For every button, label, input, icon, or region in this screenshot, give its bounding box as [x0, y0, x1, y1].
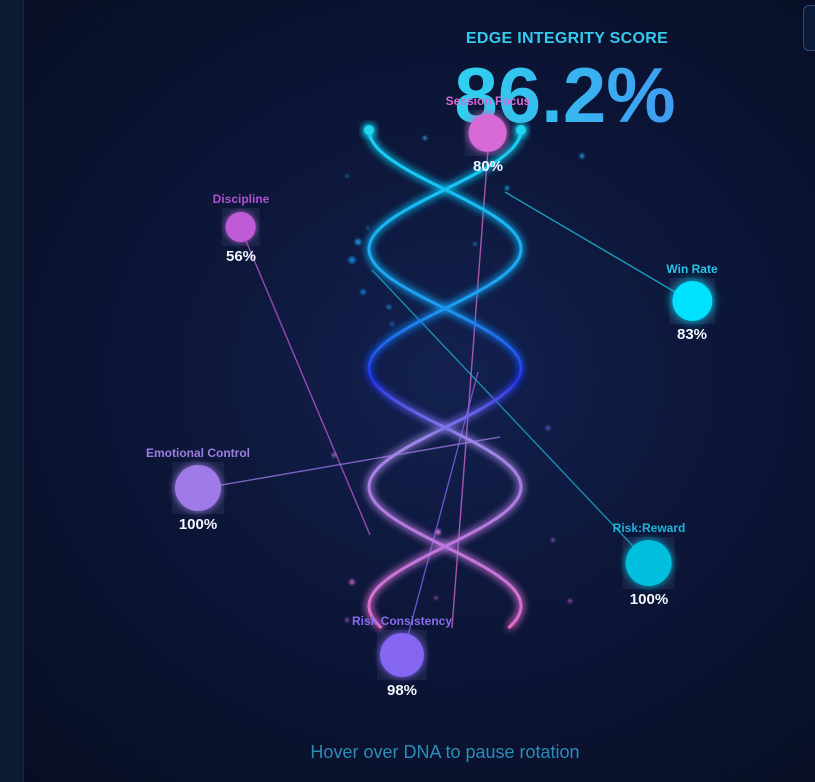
particle-dot [360, 289, 366, 295]
metric-orb-icon [468, 114, 507, 152]
particle-dot [386, 304, 392, 310]
metric-label: Emotional Control [146, 446, 250, 460]
particle-dot [355, 239, 361, 245]
particle-dot [345, 174, 349, 178]
connector-win-rate [504, 191, 693, 303]
metric-value: 56% [225, 248, 257, 265]
rotation-hint-text: Hover over DNA to pause rotation [310, 742, 580, 762]
metric-orb-icon [671, 281, 712, 321]
particle-dot [348, 256, 356, 264]
particle-dot [332, 453, 336, 457]
particle-dot [423, 136, 427, 140]
metric-label: Risk:Reward [612, 521, 686, 535]
particle-dot [345, 618, 349, 622]
metric-label: Discipline [212, 192, 270, 206]
dna-strand-b[interactable] [367, 129, 523, 630]
metric-node-session-focus[interactable]: Session Focus 80% [446, 94, 531, 175]
particle-dot [568, 599, 572, 603]
particle-dot [473, 242, 477, 246]
metric-label: Win Rate [666, 262, 718, 276]
metric-orb-frame [222, 208, 260, 246]
metric-value: 83% [676, 326, 708, 343]
edge-integrity-score-label: EDGE INTEGRITY SCORE [465, 30, 669, 47]
dna-strands[interactable] [364, 125, 526, 630]
metric-value: 98% [386, 682, 418, 699]
connector-discipline [240, 228, 371, 536]
floating-particles [332, 136, 585, 622]
dna-strand-a[interactable] [367, 129, 523, 630]
metric-node-risk-reward[interactable]: Risk:Reward 100% [613, 521, 686, 608]
metric-value: 100% [629, 591, 669, 608]
metric-orb-icon [625, 540, 672, 586]
connector-session-focus [451, 149, 489, 629]
strand-end-cap-left [364, 125, 374, 135]
metric-orb-icon [175, 465, 221, 511]
metric-orb-icon [379, 633, 424, 677]
particle-dot [545, 425, 551, 431]
metric-orb-icon [226, 212, 256, 242]
particle-dot [366, 226, 370, 230]
metric-orb-frame [668, 278, 715, 324]
particle-dot [349, 579, 355, 585]
particle-dot [579, 153, 585, 159]
metric-label: Session Focus [445, 94, 531, 108]
metric-node-risk-consistency[interactable]: Risk Consistency 98% [352, 614, 452, 699]
particle-dot [551, 538, 555, 542]
particle-dot [435, 529, 441, 535]
metric-connector-lines [197, 149, 693, 659]
strand-end-cap-right [516, 125, 526, 135]
metric-node-emotional-control[interactable]: Emotional Control 100% [146, 446, 250, 533]
metric-node-discipline[interactable]: Discipline 56% [213, 192, 270, 265]
connector-risk-reward [371, 269, 650, 564]
particle-dot [505, 186, 509, 190]
metric-orb-frame [172, 462, 224, 514]
connector-risk-consistency [401, 371, 479, 659]
metric-value: 80% [472, 158, 504, 175]
particle-dot [434, 596, 438, 600]
left-sidebar-rail [0, 0, 24, 782]
metric-orb-frame [464, 110, 511, 156]
metric-orb-frame [622, 537, 675, 589]
metric-orb-frame [376, 630, 427, 680]
metric-label: Risk Consistency [351, 614, 453, 628]
corner-menu-button[interactable] [803, 5, 815, 51]
connector-emotional-control [197, 436, 501, 490]
particle-dot [390, 322, 394, 326]
metric-node-win-rate[interactable]: Win Rate 83% [666, 262, 717, 343]
metric-value: 100% [178, 516, 218, 533]
